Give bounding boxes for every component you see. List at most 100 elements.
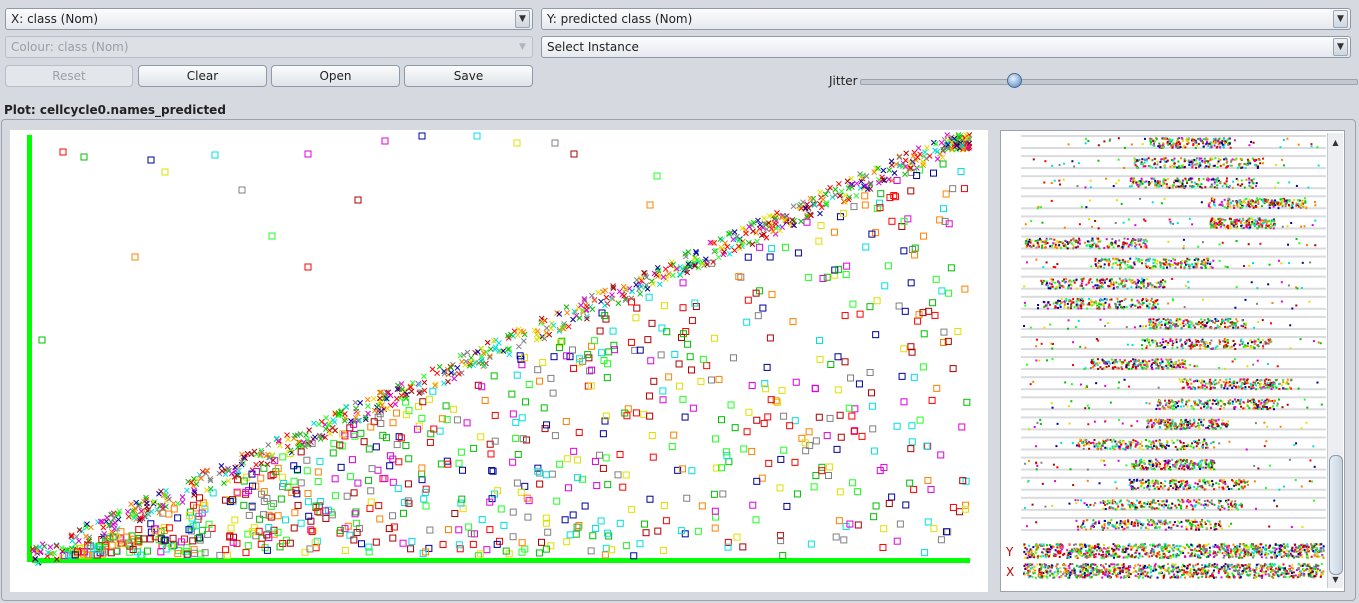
matrix-dot (1056, 263, 1059, 266)
matrix-dot (1197, 245, 1200, 248)
open-button[interactable]: Open (271, 65, 400, 87)
matrix-dot (1317, 164, 1320, 167)
matrix-dot (1263, 220, 1266, 223)
data-point-incorrect (230, 533, 238, 541)
matrix-dot (1286, 378, 1289, 381)
matrix-dot (1285, 201, 1288, 204)
matrix-dot (1209, 164, 1212, 167)
matrix-dot (1229, 227, 1232, 230)
data-point-incorrect (401, 499, 409, 507)
chevron-down-icon[interactable]: ▼ (1333, 10, 1348, 28)
data-point-correct (504, 332, 511, 339)
matrix-dot (1293, 198, 1296, 201)
scatter-plot[interactable] (10, 130, 988, 592)
data-point-incorrect (397, 434, 405, 442)
data-point-correct (365, 403, 371, 409)
clear-button[interactable]: Clear (138, 65, 267, 87)
matrix-dot (1058, 179, 1061, 182)
matrix-dot (1035, 246, 1038, 249)
matrix-dot (1168, 140, 1171, 143)
data-point-correct (421, 379, 428, 386)
matrix-dot (1064, 245, 1067, 248)
matrix-dot (1023, 301, 1026, 304)
data-point-correct (448, 364, 454, 371)
matrix-dot (1187, 286, 1190, 289)
data-point-incorrect (426, 526, 434, 534)
data-point-correct (156, 509, 163, 516)
matrix-dot (1098, 265, 1101, 268)
matrix-dot (1193, 422, 1196, 425)
matrix-dot (1259, 379, 1262, 382)
matrix-dot (1248, 198, 1251, 201)
chevron-down-icon[interactable]: ▼ (1333, 38, 1348, 56)
matrix-dot (1183, 267, 1186, 270)
data-point-correct (377, 395, 383, 402)
chevron-down-icon[interactable]: ▼ (515, 10, 530, 28)
jitter-slider-thumb[interactable] (1006, 73, 1022, 88)
matrix-dot (1224, 338, 1227, 341)
data-point-correct (329, 424, 336, 431)
matrix-dot (1177, 405, 1180, 408)
scatter-plot-area[interactable] (10, 130, 988, 592)
data-point-incorrect (253, 468, 261, 476)
matrix-dot (1226, 340, 1229, 343)
data-point-correct (241, 454, 248, 461)
data-point-correct (133, 499, 140, 506)
matrix-dot (1114, 261, 1117, 264)
data-point-incorrect (233, 488, 241, 496)
data-point-correct (763, 234, 770, 241)
matrix-dot (1235, 318, 1238, 321)
matrix-dot (1295, 202, 1298, 205)
matrix-dot (1121, 306, 1124, 309)
matrix-dot (1201, 381, 1204, 384)
data-point-incorrect (831, 271, 839, 279)
save-button[interactable]: Save (404, 65, 533, 87)
x-axis-select[interactable]: X: class (Nom) ▼ (5, 8, 533, 30)
select-instance-select[interactable]: Select Instance ▼ (541, 36, 1351, 58)
matrix-dot (1166, 360, 1169, 363)
jitter-slider-track[interactable] (860, 79, 1358, 85)
matrix-dot (1085, 385, 1088, 388)
matrix-dot (1203, 263, 1206, 266)
data-point-correct (685, 261, 692, 267)
matrix-dot (1060, 241, 1063, 244)
matrix-dot (1243, 199, 1246, 202)
matrix-dot (1109, 438, 1112, 441)
matrix-dot (1166, 418, 1169, 421)
matrix-dot (1213, 383, 1216, 386)
data-point-incorrect (250, 524, 258, 532)
data-point-correct (539, 318, 546, 325)
attribute-matrix-panel[interactable] (1000, 130, 1345, 592)
matrix-dot (1154, 322, 1157, 325)
matrix-dot (1192, 139, 1195, 142)
attribute-matrix[interactable] (1001, 131, 1326, 591)
matrix-dot (1239, 400, 1242, 403)
data-point-correct (496, 340, 502, 346)
matrix-dot (1193, 388, 1196, 391)
data-point-incorrect (395, 458, 403, 466)
matrix-dot (1242, 401, 1245, 404)
data-point-incorrect (402, 398, 410, 406)
data-point-correct (492, 346, 498, 353)
data-point-incorrect (805, 428, 813, 436)
data-point-incorrect (201, 505, 209, 513)
matrix-dot (1043, 181, 1046, 184)
data-point-correct (323, 426, 329, 432)
matrix-dot (1275, 203, 1278, 206)
matrix-dot (1122, 258, 1125, 261)
matrix-dot (1281, 199, 1284, 202)
data-point-incorrect (509, 533, 517, 541)
data-point-correct (903, 150, 910, 157)
matrix-dot (1166, 266, 1169, 269)
matrix-dot (1316, 381, 1319, 384)
matrix-dot (1188, 258, 1191, 261)
matrix-dot (1170, 428, 1173, 431)
matrix-dot (1127, 266, 1130, 269)
matrix-dot (1166, 363, 1169, 366)
matrix-dot (1197, 340, 1200, 343)
matrix-dot (1190, 345, 1193, 348)
y-axis-select[interactable]: Y: predicted class (Nom) ▼ (541, 8, 1351, 30)
data-point-incorrect (913, 171, 921, 179)
matrix-dot (1189, 164, 1192, 167)
data-point-incorrect (633, 304, 641, 312)
